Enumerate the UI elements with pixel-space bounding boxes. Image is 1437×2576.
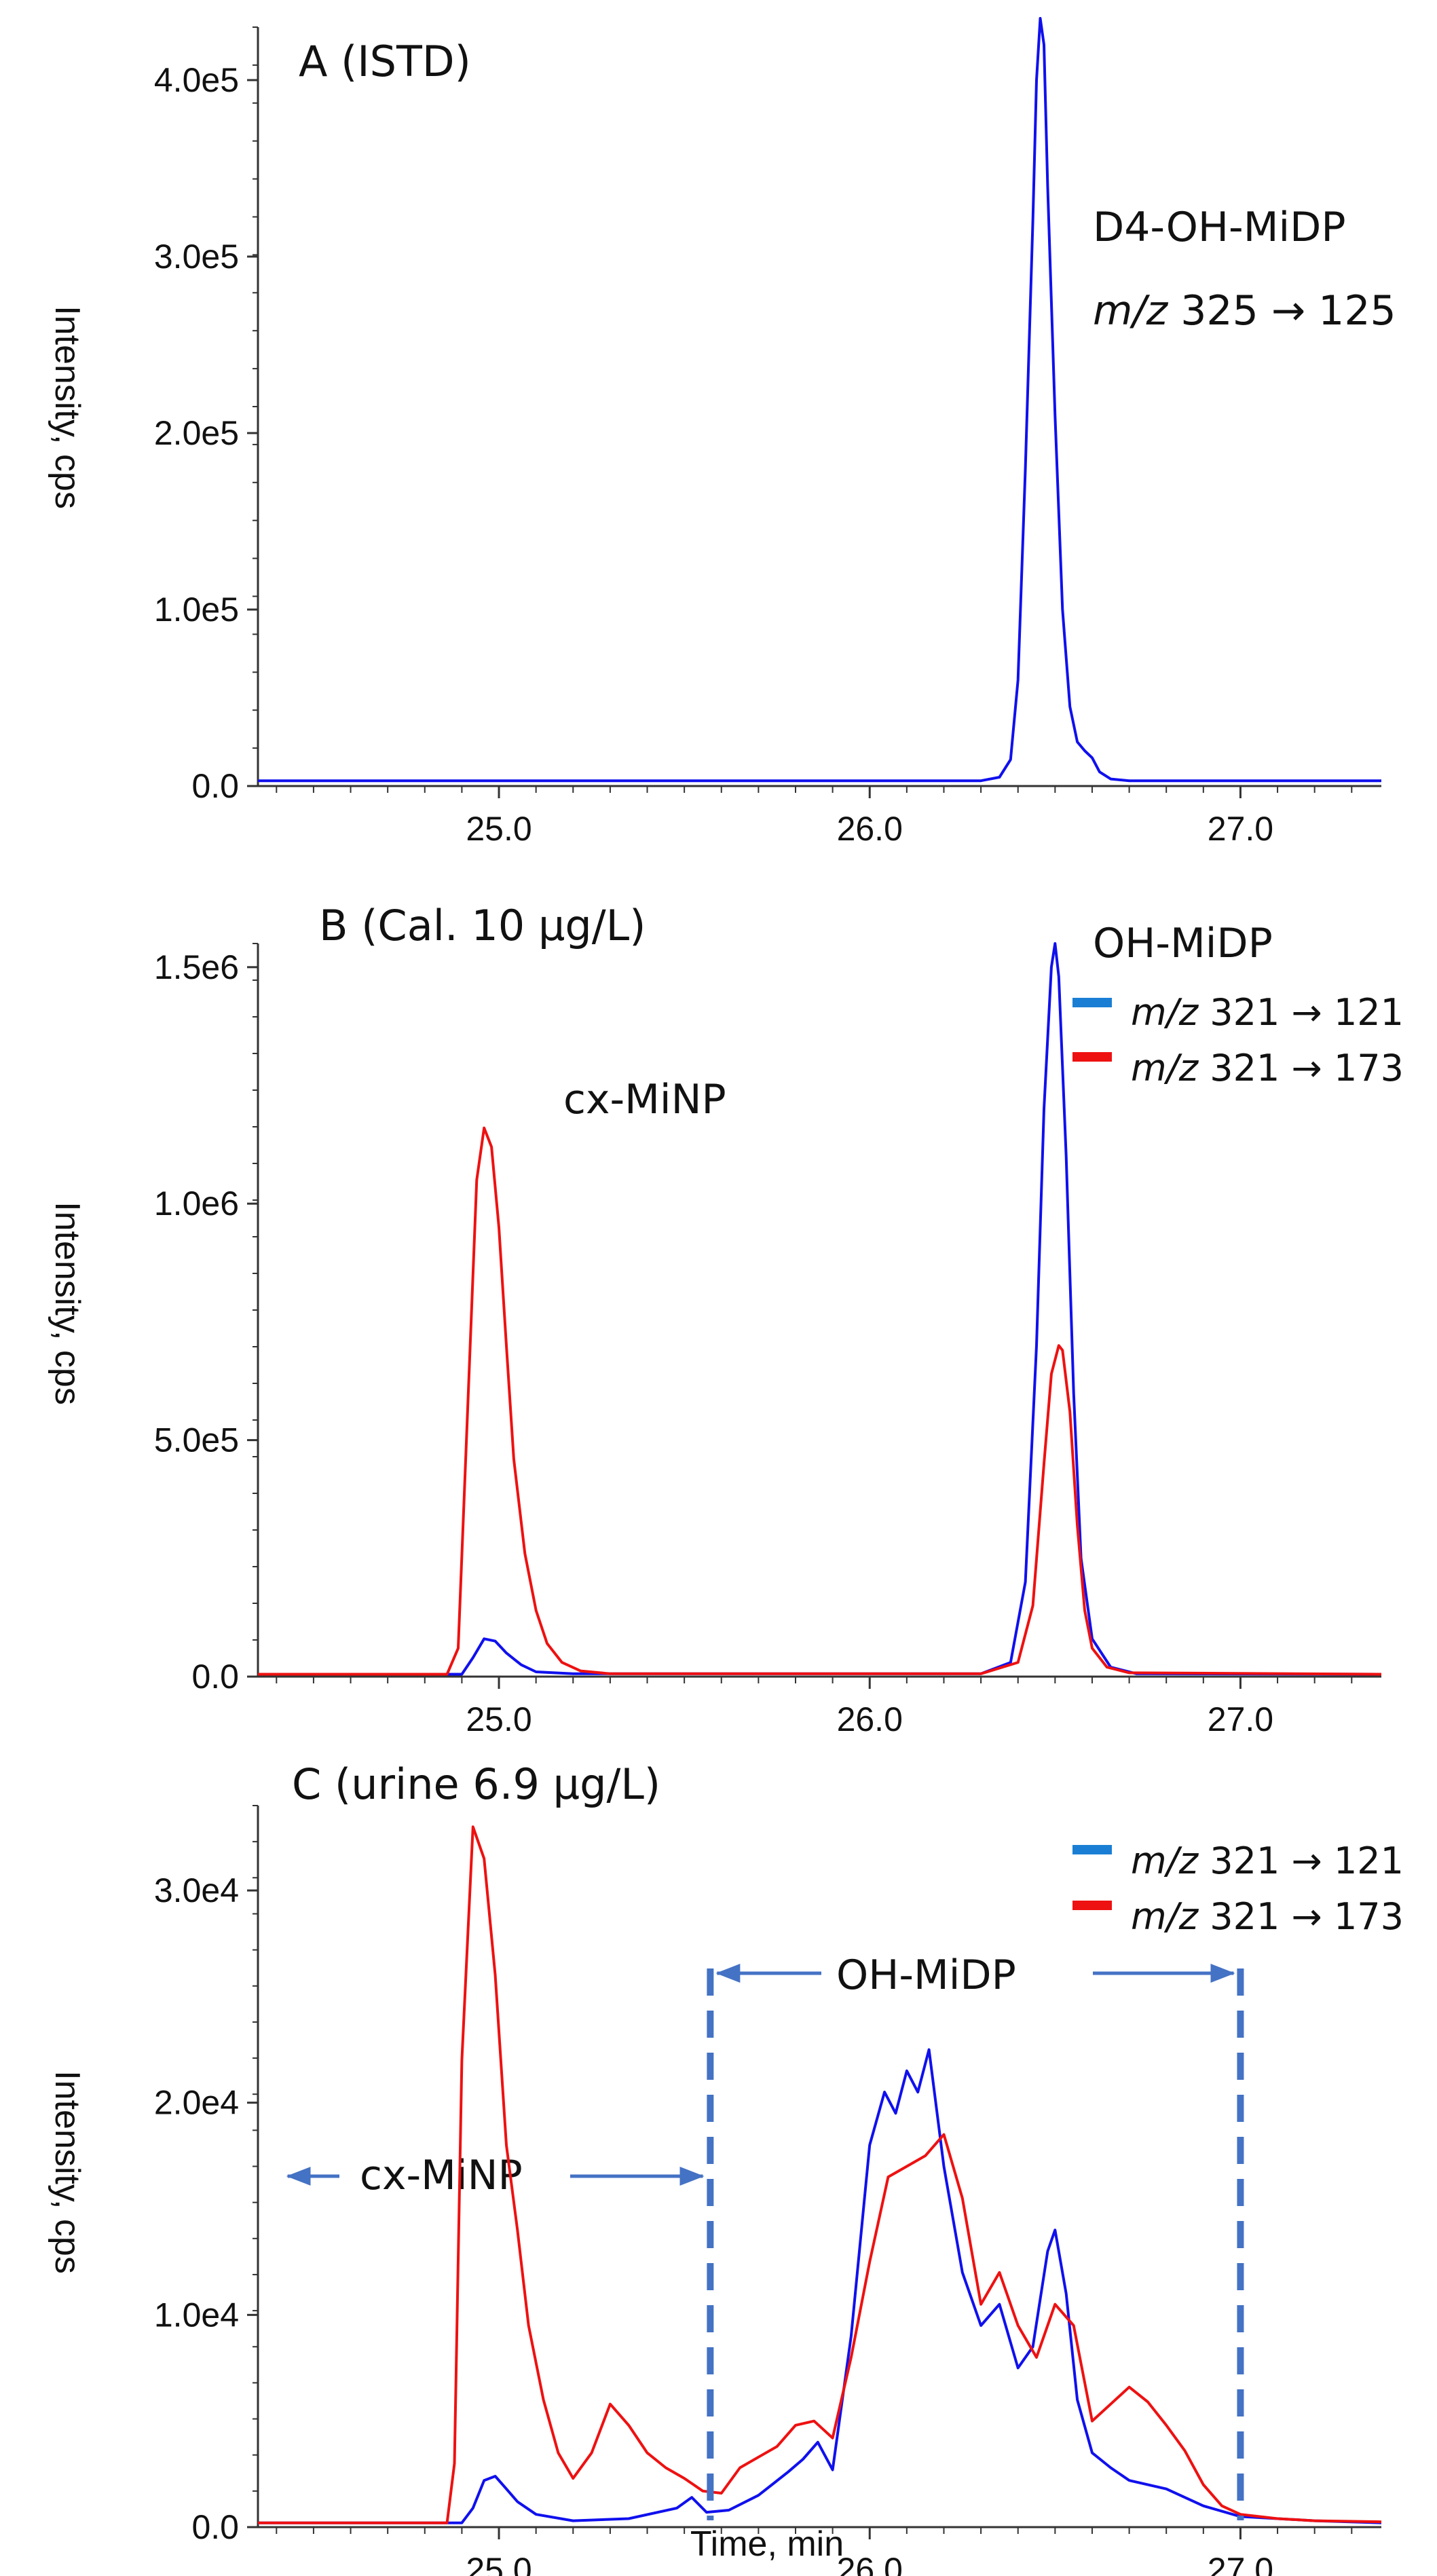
y-tick-label: 3.0e4: [154, 1871, 239, 1909]
panel-b-calibration: B (Cal. 10 µg/L) cx-MiNP OH-MiDP m/z 321…: [48, 901, 1404, 1738]
y-tick-label: 1.5e6: [154, 948, 239, 986]
x-tick-label: 25.0: [466, 1700, 531, 1738]
legend-label-121: m/z 321 → 121: [1131, 991, 1404, 1034]
series-line-secondary: [258, 1126, 1382, 1676]
mz-italic: m/z: [1131, 1047, 1199, 1089]
panel-c-label: C (urine 6.9 µg/L): [292, 1759, 660, 1809]
series-line-primary: [258, 17, 1381, 783]
x-tick-label: 27.0: [1208, 2551, 1273, 2576]
series-line-primary: [258, 2048, 1382, 2524]
transition-text: 325 → 125: [1168, 287, 1396, 335]
legend-swatch-121: [1072, 998, 1112, 1007]
panel-c-urine: C (urine 6.9 µg/L) m/z 321 → 121 m/z 321…: [48, 1759, 1404, 2576]
oh-midp-region-label: OH-MiDP: [836, 1952, 1016, 1999]
legend-transition: 321 → 173: [1198, 1047, 1404, 1089]
mz-italic: m/z: [1093, 287, 1169, 335]
legend-label-173: m/z 321 → 173: [1131, 1047, 1404, 1089]
y-axis-title: Intensity, cps: [48, 2070, 87, 2274]
panel-a-label: A (ISTD): [299, 37, 471, 86]
y-axis-title: Intensity, cps: [48, 1201, 87, 1405]
y-tick-label: 1.0e5: [154, 591, 239, 629]
legend-label-173: m/z 321 → 173: [1131, 1895, 1404, 1938]
mz-italic: m/z: [1131, 1895, 1199, 1938]
y-tick-label: 2.0e4: [154, 2084, 239, 2122]
x-tick-label: 25.0: [466, 2551, 531, 2576]
x-tick-label: 26.0: [837, 2551, 903, 2576]
y-tick-label: 1.0e4: [154, 2296, 239, 2334]
x-tick-label: 27.0: [1208, 810, 1273, 848]
oh-midp-label: OH-MiDP: [1093, 920, 1273, 967]
x-axis-title: Time, min: [690, 2524, 844, 2564]
x-tick-label: 26.0: [837, 810, 903, 848]
x-tick-label: 27.0: [1208, 1700, 1273, 1738]
y-tick-label: 1.0e6: [154, 1184, 239, 1222]
legend-swatch-173: [1072, 1052, 1112, 1062]
legend-swatch-173: [1072, 1901, 1112, 1910]
legend-swatch-121: [1072, 1845, 1112, 1854]
y-axis-title: Intensity, cps: [48, 305, 87, 509]
y-tick-label: 0.0: [191, 767, 239, 805]
y-tick-label: 3.0e5: [154, 238, 239, 276]
mz-italic: m/z: [1131, 991, 1199, 1034]
legend-transition: 321 → 121: [1198, 991, 1404, 1034]
y-tick-label: 5.0e5: [154, 1421, 239, 1459]
x-tick-label: 26.0: [837, 1700, 903, 1738]
cx-minp-region-label: cx-MiNP: [360, 2152, 523, 2199]
y-tick-label: 2.0e5: [154, 414, 239, 452]
y-tick-label: 4.0e5: [154, 61, 239, 99]
legend-label-121: m/z 321 → 121: [1131, 1840, 1404, 1882]
series-line-primary: [258, 942, 1382, 1676]
legend-transition: 321 → 173: [1198, 1895, 1404, 1938]
cx-minp-label: cx-MiNP: [563, 1076, 726, 1123]
series-line-secondary: [258, 1825, 1382, 2524]
d4-oh-midp-transition: m/z 325 → 125: [1093, 287, 1396, 335]
x-tick-label: 25.0: [466, 810, 531, 848]
panel-a-istd: A (ISTD) D4-OH-MiDP m/z 325 → 125 25.0 26…: [48, 17, 1396, 848]
y-tick-label: 0.0: [191, 2508, 239, 2546]
y-tick-label: 0.0: [191, 1658, 239, 1696]
legend-transition: 321 → 121: [1198, 1840, 1404, 1882]
mz-italic: m/z: [1131, 1840, 1199, 1882]
d4-oh-midp-label: D4-OH-MiDP: [1093, 204, 1346, 251]
panel-b-label: B (Cal. 10 µg/L): [319, 901, 646, 950]
